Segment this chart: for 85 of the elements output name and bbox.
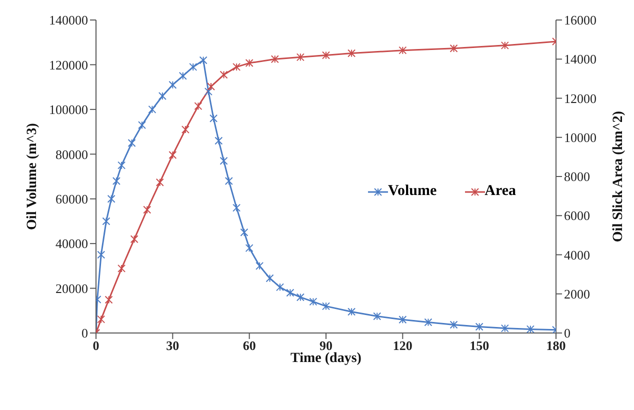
point [309,298,318,306]
y-tick-label: 60000 [56,191,88,206]
point [210,114,218,122]
y2-tick-label: 8000 [564,169,590,184]
point [500,324,509,332]
x-axis-title: Time (days) [290,351,362,366]
point [181,126,190,134]
point [232,62,241,71]
y-tick-label: 20000 [56,280,88,296]
y-tick-label: 100000 [49,102,88,118]
y2-axis-title: Oil Slick Area (km^2) [610,110,626,242]
point [207,82,215,91]
point [118,161,126,170]
point [245,59,254,68]
point [296,53,304,62]
point [112,176,120,185]
point [296,293,304,302]
x-tick-label: 30 [166,338,180,354]
point [373,312,382,320]
point [398,316,407,324]
y-tick-label: 80000 [56,146,88,162]
point [245,244,254,252]
point [322,302,330,310]
y-tick-label: 0 [82,326,88,341]
point [138,121,146,130]
y2-tick-label: 6000 [564,208,590,224]
point [128,138,136,147]
point [322,51,330,60]
point [97,315,106,324]
point [526,325,534,333]
point [450,320,458,329]
point [450,44,458,52]
point [424,318,432,326]
point [214,136,223,145]
point [194,102,202,110]
y-tick-label: 140000 [49,12,88,28]
point [256,262,264,270]
point [97,250,106,259]
point [189,62,198,71]
point [158,92,166,100]
y2-tick-label: 0 [564,326,570,341]
x-tick-label: 90 [320,338,332,354]
point [348,49,356,58]
legend-label: Area [484,183,516,200]
point [220,156,228,165]
point [500,41,509,50]
point [104,296,113,304]
point [143,206,152,214]
y-axis-title: Oil Volume (m^3) [24,122,40,230]
y2-tick-label: 4000 [564,247,590,262]
point [204,88,212,96]
point [286,288,294,297]
x-tick-label: 180 [546,338,566,354]
x-tick-label: 120 [392,338,412,354]
point [475,322,484,331]
x-tick-label: 150 [470,338,490,354]
y-tick-label: 120000 [49,57,88,72]
point [102,217,110,226]
point [168,150,177,159]
point [148,105,156,114]
point [168,80,177,89]
point [130,235,138,244]
point [224,176,233,185]
x-tick-label: 0 [92,338,100,354]
point [107,194,116,203]
y2-tick-label: 2000 [564,286,590,302]
point [270,55,279,64]
point [276,283,284,292]
x-tick-label: 60 [242,338,256,354]
point [232,204,241,212]
y2-tick-label: 12000 [564,90,596,106]
point [220,70,228,79]
point [398,46,407,54]
y2-tick-label: 16000 [564,12,596,28]
point [118,264,126,272]
point [348,308,356,316]
y2-tick-label: 14000 [564,52,596,67]
point [240,228,248,236]
point [178,72,187,80]
y2-tick-label: 10000 [564,130,596,145]
point [266,274,274,282]
y-tick-label: 40000 [56,236,88,252]
point [199,56,208,64]
legend-label: Volume [388,183,437,200]
point [156,178,164,186]
